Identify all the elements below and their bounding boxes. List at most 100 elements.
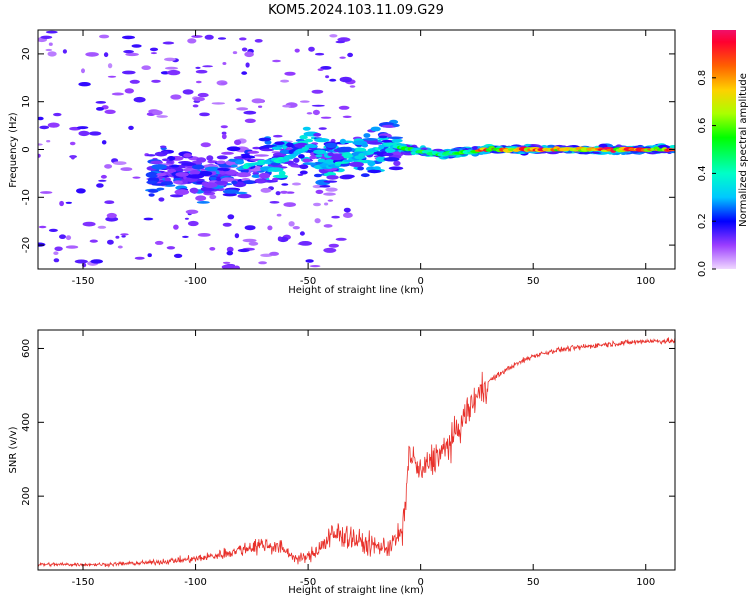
- heatmap-cell: [234, 139, 242, 146]
- heatmap-cell: [221, 177, 236, 182]
- heatmap-noise-cell: [311, 89, 324, 94]
- heatmap-cell: [175, 172, 189, 177]
- heatmap-noise-cell: [164, 66, 179, 70]
- heatmap-noise-cell: [76, 126, 89, 130]
- heatmap-noise-cell: [170, 194, 184, 198]
- heatmap-noise-cell: [191, 35, 203, 38]
- heatmap-cell: [174, 189, 190, 196]
- heatmap-noise-cell: [195, 69, 208, 74]
- heatmap-noise-cell: [306, 112, 313, 115]
- heatmap-cell: [299, 164, 309, 170]
- heatmap-cell: [367, 160, 376, 167]
- snr-frame: [37, 329, 676, 571]
- heatmap-noise-cell: [105, 216, 119, 222]
- heatmap-cell: [204, 166, 221, 172]
- heatmap-noise-cell: [101, 140, 107, 145]
- heatmap-noise-cell: [88, 131, 102, 136]
- heatmap-noise-cell: [288, 221, 295, 227]
- x-tick-label: 100: [636, 276, 655, 287]
- heatmap-noise-cell: [234, 233, 240, 239]
- heatmap-cell: [362, 138, 379, 141]
- heatmap-x-ticks: -150 -100 -50 0 50 100: [72, 30, 655, 287]
- heatmap-cell: [341, 152, 354, 159]
- heatmap-noise-cell: [220, 125, 228, 129]
- heatmap-noise-cell: [343, 207, 351, 213]
- heatmap-noise-cell: [277, 236, 282, 241]
- heatmap-noise-cell: [53, 258, 60, 263]
- heatmap-cell: [148, 193, 155, 197]
- heatmap-noise-cell: [117, 245, 123, 249]
- figure-title: KOM5.2024.103.11.09.G29: [268, 3, 444, 18]
- heatmap-noise-cell: [323, 247, 337, 253]
- heatmap-noise-cell: [311, 104, 325, 107]
- snr-x-ticks: -150 -100 -50 0 50 100: [72, 330, 655, 588]
- heatmap-noise-cell: [325, 187, 338, 192]
- heatmap-noise-cell: [242, 238, 257, 243]
- heatmap-noise-cell: [104, 200, 115, 204]
- heatmap-cell: [146, 154, 156, 157]
- heatmap-noise-cell: [69, 141, 76, 146]
- heatmap-cell: [216, 155, 228, 160]
- heatmap-noise-cell: [182, 235, 189, 238]
- heatmap-cell: [203, 190, 212, 194]
- heatmap-noise-cell: [313, 202, 321, 207]
- heatmap-noise-cell: [335, 237, 347, 241]
- heatmap-noise-cell: [241, 47, 248, 52]
- heatmap-cell: [319, 185, 331, 188]
- heatmap-cell: [173, 180, 183, 184]
- heatmap-noise-cell: [106, 212, 117, 219]
- heatmap-cell: [388, 166, 404, 171]
- heatmap-noise-cell: [241, 71, 248, 75]
- heatmap-cell: [361, 143, 369, 148]
- heatmap-noise-cell: [39, 125, 50, 130]
- heatmap-cell: [471, 146, 478, 150]
- heatmap-noise-cell: [281, 183, 289, 186]
- heatmap-noise-cell: [349, 85, 356, 88]
- heatmap-cell: [313, 173, 322, 178]
- heatmap-noise-cell: [323, 224, 333, 228]
- heatmap-cell: [302, 126, 311, 131]
- heatmap-noise-cell: [123, 50, 134, 54]
- heatmap-noise-cell: [342, 115, 352, 119]
- heatmap-noise-cell: [275, 191, 281, 196]
- heatmap-noise-cell: [129, 79, 140, 84]
- heatmap-cell: [252, 146, 261, 150]
- heatmap-noise-cell: [308, 46, 315, 52]
- heatmap-noise-cell: [272, 59, 281, 63]
- x-tick-label: -50: [300, 276, 316, 287]
- heatmap-noise-cell: [299, 100, 310, 103]
- heatmap-cell: [299, 135, 308, 140]
- heatmap-noise-cell: [89, 239, 98, 243]
- heatmap-cell: [336, 146, 353, 153]
- heatmap-noise-cell: [38, 153, 41, 158]
- heatmap-noise-cell: [226, 246, 234, 253]
- heatmap-cell: [183, 153, 192, 158]
- heatmap-noise-cell: [280, 190, 288, 194]
- heatmap-noise-cell: [173, 224, 179, 230]
- heatmap-noise-cell: [40, 191, 53, 194]
- heatmap-noise-cell: [131, 44, 142, 48]
- heatmap-noise-cell: [40, 35, 53, 39]
- heatmap-cell: [381, 139, 393, 143]
- heatmap-noise-cell: [248, 241, 259, 246]
- heatmap-noise-cell: [315, 52, 325, 56]
- heatmap-noise-cell: [269, 251, 279, 256]
- heatmap-cell: [209, 176, 217, 181]
- heatmap-noise-cell: [243, 110, 257, 115]
- heatmap-cell: [247, 150, 260, 154]
- colorbar-tick-label: 0.6: [697, 118, 708, 134]
- heatmap-cell: [327, 152, 335, 157]
- heatmap-noise-cell: [162, 41, 175, 45]
- heatmap-noise-cell: [107, 75, 117, 78]
- heatmap-noise-cell: [222, 261, 231, 264]
- heatmap-cell: [146, 180, 158, 185]
- heatmap-noise-cell: [45, 30, 58, 34]
- heatmap-noise-cell: [260, 187, 272, 193]
- heatmap-noise-cell: [133, 96, 146, 103]
- heatmap-noise-cell: [120, 167, 133, 172]
- heatmap-noise-cell: [254, 39, 263, 43]
- heatmap-cell: [341, 174, 355, 179]
- heatmap-cell: [324, 159, 332, 165]
- heatmap-noise-cell: [45, 48, 53, 52]
- heatmap-cell: [253, 154, 269, 157]
